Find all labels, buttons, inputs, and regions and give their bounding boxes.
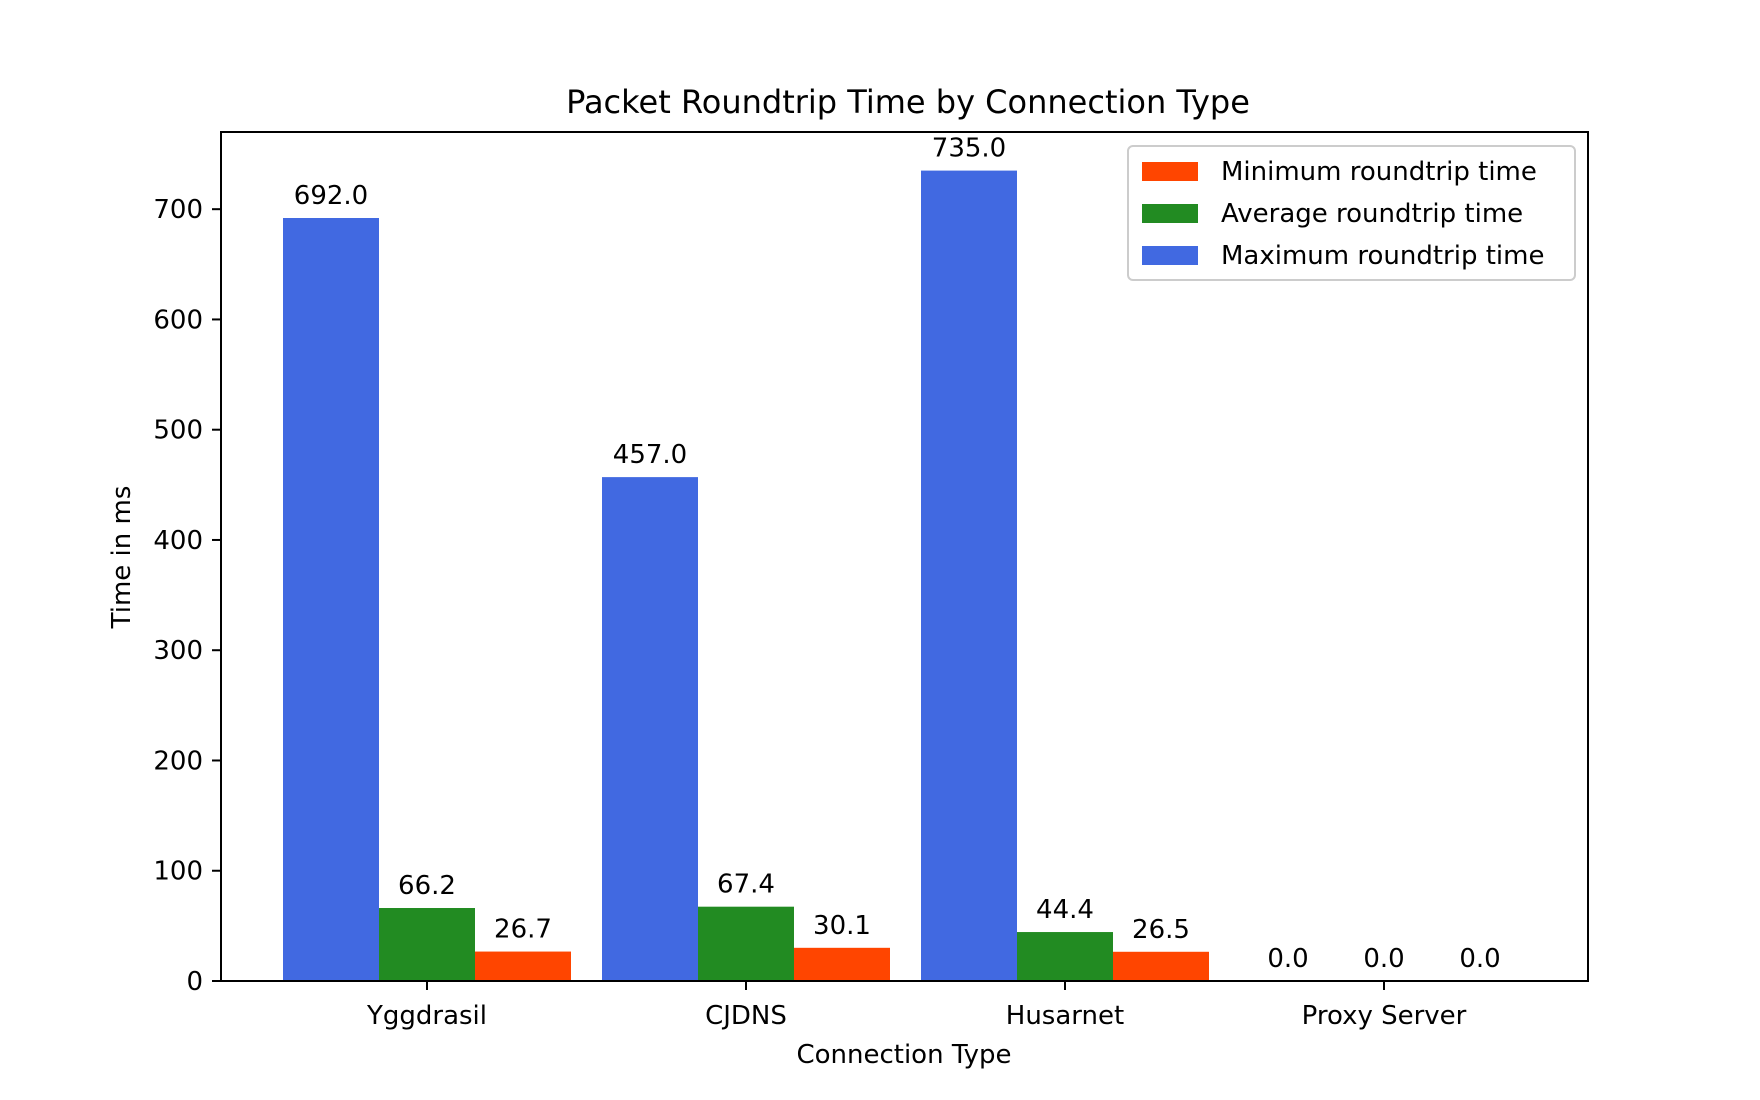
bar-value-label: 30.1 xyxy=(813,911,871,941)
legend-label-minimum-roundtrip-time: Minimum roundtrip time xyxy=(1221,157,1537,187)
bar-value-label: 735.0 xyxy=(932,134,1006,164)
x-axis-ticks: Yggdrasil CJDNS Husarnet Proxy Server xyxy=(366,981,1467,1031)
bar-value-label: 0.0 xyxy=(1363,944,1404,974)
bar-husarnet-average-roundtrip-time xyxy=(1017,932,1113,981)
bar-husarnet-minimum-roundtrip-time xyxy=(1113,951,1209,981)
y-axis-label: Time in ms xyxy=(107,486,137,630)
bar-cjdns-average-roundtrip-time xyxy=(698,906,794,981)
legend-label-average-roundtrip-time: Average roundtrip time xyxy=(1221,199,1523,229)
legend-swatch-average-roundtrip-time xyxy=(1142,204,1198,223)
y-tick-label: 0 xyxy=(186,967,203,997)
bar-value-label: 457.0 xyxy=(613,440,687,470)
bar-cjdns-minimum-roundtrip-time xyxy=(794,947,890,981)
bar-value-label: 26.5 xyxy=(1132,915,1190,945)
y-tick-label: 400 xyxy=(153,526,203,556)
x-tick-label: Husarnet xyxy=(1006,1001,1124,1031)
chart-title: Packet Roundtrip Time by Connection Type xyxy=(566,83,1250,121)
y-tick-label: 200 xyxy=(153,746,203,776)
x-axis-label: Connection Type xyxy=(796,1040,1011,1070)
x-tick-label: Yggdrasil xyxy=(366,1001,487,1031)
bar-value-label: 44.4 xyxy=(1036,895,1094,925)
bar-value-label: 67.4 xyxy=(717,870,775,900)
bar-husarnet-maximum-roundtrip-time xyxy=(921,170,1017,981)
y-tick-label: 300 xyxy=(153,636,203,666)
y-axis-ticks: 0 100 200 300 400 500 600 700 xyxy=(153,195,221,997)
legend: Minimum roundtrip time Average roundtrip … xyxy=(1127,145,1576,281)
plot-frame xyxy=(220,131,1589,982)
bar-value-label: 66.2 xyxy=(398,871,456,901)
bar-value-label: 26.7 xyxy=(494,915,552,945)
bar-yggdrasil-minimum-roundtrip-time xyxy=(475,951,571,981)
bar-labels-group: 692.0 66.2 26.7 457.0 67.4 30.1 735.0 44.4 26.5 0… xyxy=(294,134,1501,974)
legend-swatch-minimum-roundtrip-time xyxy=(1142,162,1198,181)
x-tick-label: CJDNS xyxy=(705,1001,787,1031)
bar-yggdrasil-maximum-roundtrip-time xyxy=(283,218,379,982)
bar-value-label: 0.0 xyxy=(1267,944,1308,974)
x-tick-label: Proxy Server xyxy=(1302,1001,1467,1031)
bars-group xyxy=(283,170,1209,982)
legend-swatch-maximum-roundtrip-time xyxy=(1142,246,1198,265)
y-tick-label: 700 xyxy=(153,195,203,225)
legend-label-maximum-roundtrip-time: Maximum roundtrip time xyxy=(1221,241,1544,271)
y-tick-label: 600 xyxy=(153,305,203,335)
y-tick-label: 100 xyxy=(153,857,203,887)
bar-value-label: 692.0 xyxy=(294,181,368,211)
bar-value-label: 0.0 xyxy=(1459,944,1500,974)
legend-box xyxy=(1127,145,1576,281)
bar-cjdns-maximum-roundtrip-time xyxy=(602,477,698,981)
bar-yggdrasil-average-roundtrip-time xyxy=(379,908,475,981)
y-tick-label: 500 xyxy=(153,416,203,446)
